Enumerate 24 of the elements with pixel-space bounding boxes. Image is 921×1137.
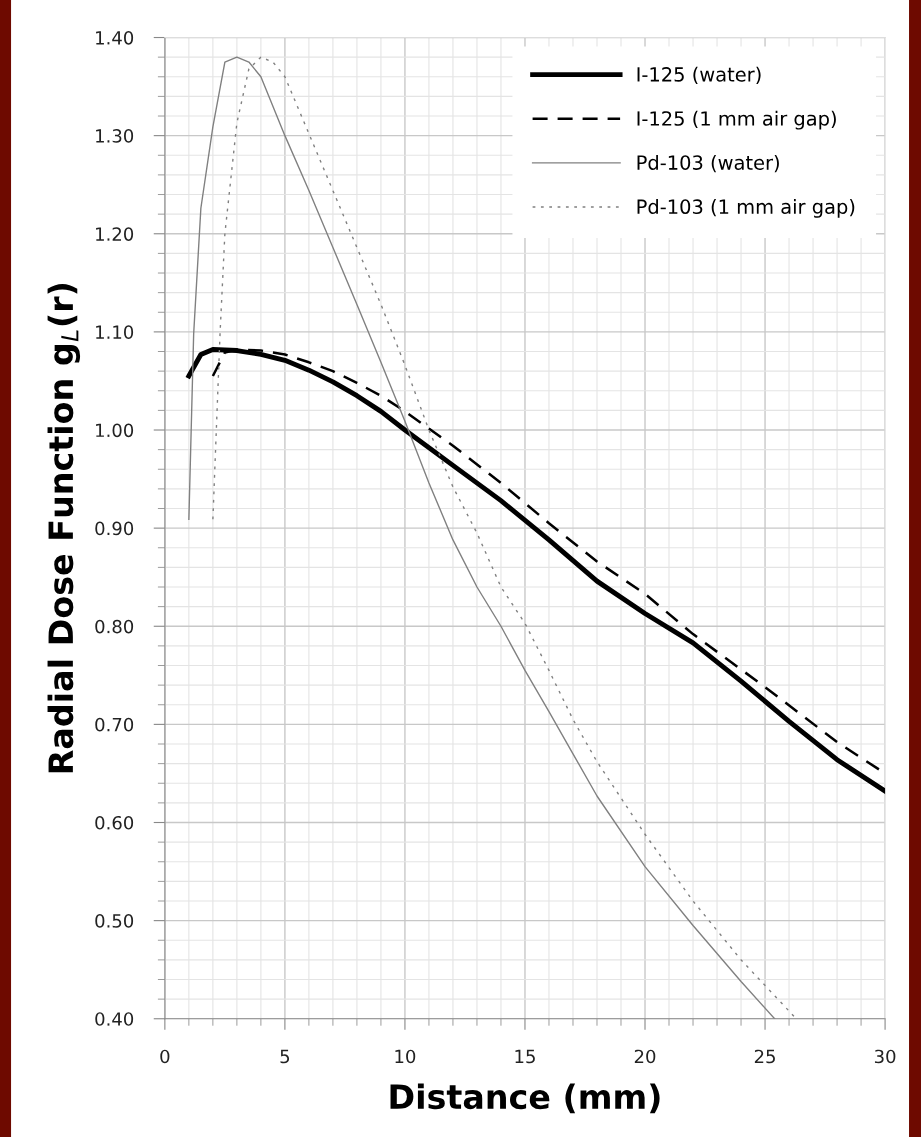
y-tick-label: 1.00 [96,423,134,438]
x-tick-label: 15 [515,1049,535,1064]
x-tick-label: 5 [280,1049,290,1064]
legend-label: I-125 (1 mm air gap) [637,110,836,130]
y-tick-label: 0.80 [95,619,134,634]
y-tick-label: 0.40 [95,1012,134,1026]
y-tick-label: 1.10 [96,325,134,340]
y-tick-label: 0.70 [95,717,134,732]
y-tick-label: 0.60 [95,815,134,830]
y-tick-label: 0.50 [95,914,134,928]
x-tick-label: 20 [634,1049,656,1064]
x-tick-label: 10 [395,1049,416,1064]
y-tick-label: 1.20 [96,227,134,241]
y-tick-label: 0.90 [95,521,134,536]
y-tick-label: 1.30 [96,129,134,143]
x-axis-title: Distance (mm) [390,1083,660,1114]
x-tick-label: 25 [754,1049,775,1064]
x-tick-label: 0 [160,1049,170,1064]
y-tick-label: 1.40 [96,30,134,45]
y-axis-title: Radial Dose Function g$_{L}$(r) [47,283,81,773]
legend-label: Pd-103 (water) [637,154,779,173]
legend-label: Pd-103 (1 mm air gap) [637,198,855,218]
x-tick-label: 30 [874,1049,896,1064]
legend-label: I-125 (water) [637,66,761,85]
